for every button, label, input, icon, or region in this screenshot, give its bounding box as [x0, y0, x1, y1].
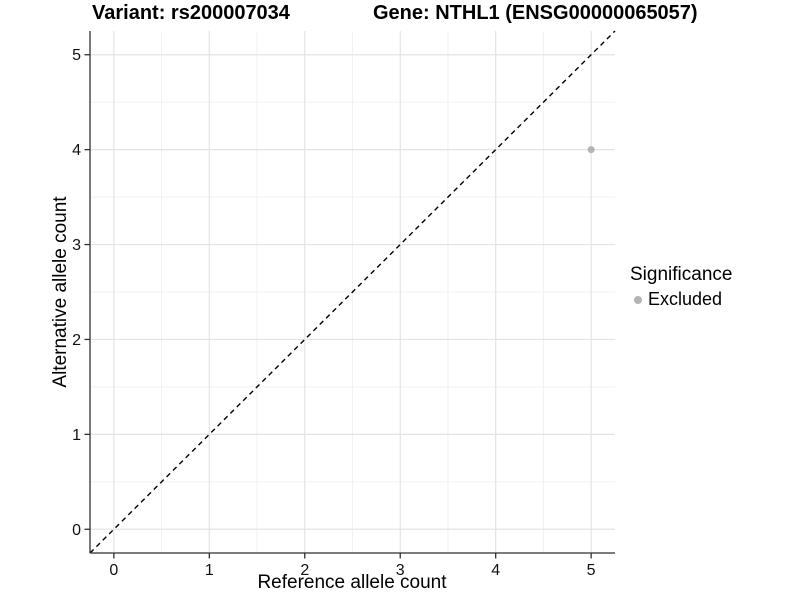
y-tick-label: 3 — [72, 237, 81, 254]
y-tick-label: 2 — [72, 332, 81, 349]
x-tick-label: 1 — [205, 562, 214, 579]
legend: Significance Excluded — [630, 264, 732, 310]
y-tick-label: 4 — [72, 142, 81, 159]
legend-item-excluded: Excluded — [634, 289, 732, 310]
x-tick-label: 3 — [396, 562, 405, 579]
variant-title: Variant: rs200007034 — [92, 2, 290, 24]
identity-reference-line — [89, 30, 616, 554]
legend-point-icon — [634, 295, 642, 304]
y-tick-label: 1 — [72, 427, 81, 444]
y-tick-label: 5 — [72, 47, 81, 64]
x-axis-title: Reference allele count — [257, 572, 447, 593]
gene-title: Gene: NTHL1 (ENSG00000065057) — [373, 2, 698, 24]
x-tick-label: 4 — [491, 562, 500, 579]
legend-title: Significance — [630, 264, 733, 285]
legend-item-label: Excluded — [648, 289, 723, 309]
data-point — [587, 146, 595, 154]
x-tick-label: 5 — [587, 562, 596, 579]
x-tick-label: 0 — [109, 562, 118, 579]
x-tick-label: 2 — [300, 562, 309, 579]
y-axis-title: Alternative allele count — [50, 196, 71, 388]
y-tick-label: 0 — [72, 522, 81, 539]
